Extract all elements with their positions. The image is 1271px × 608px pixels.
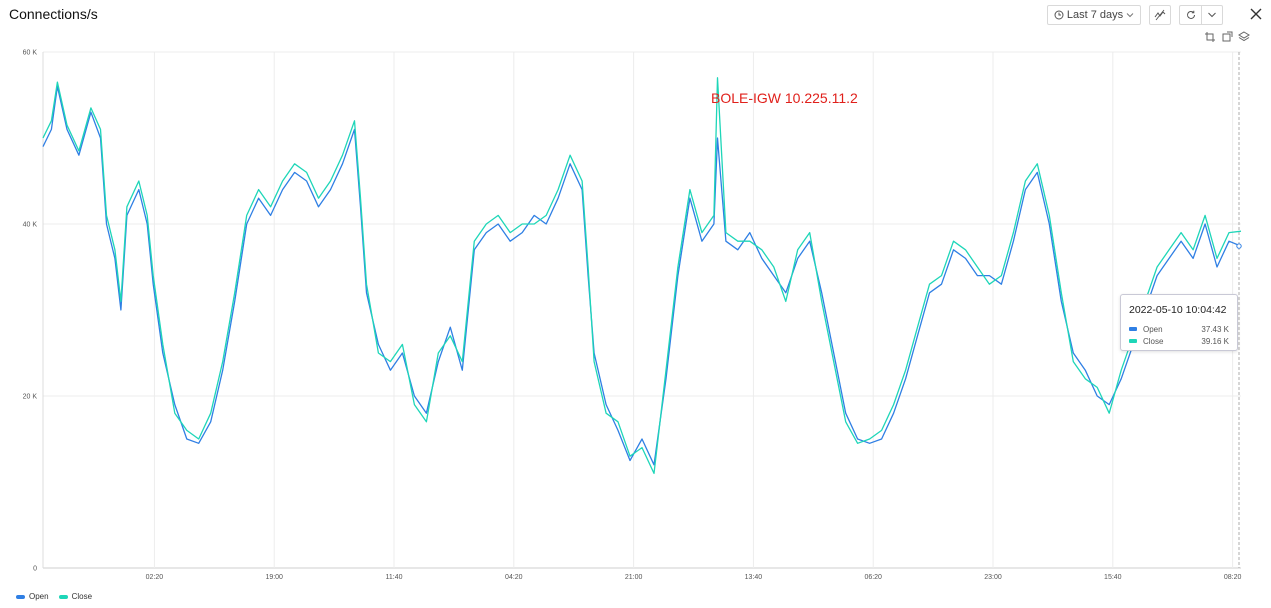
legend-label-open: Open <box>29 592 49 601</box>
panel-toolbar: Last 7 days <box>1047 5 1223 25</box>
x-tick-label: 11:40 <box>386 574 403 581</box>
x-tick-label: 02:20 <box>146 574 164 581</box>
legend-label-close: Close <box>71 592 93 601</box>
open-swatch <box>1129 327 1137 331</box>
chart-grid <box>42 51 1241 569</box>
layers-icon[interactable] <box>1238 31 1250 43</box>
y-tick-label: 0 <box>33 566 37 573</box>
chevron-down-icon <box>1126 13 1134 18</box>
time-range-label: Last 7 days <box>1066 9 1124 21</box>
chart-series <box>42 77 1242 475</box>
panel-title: Connections/s <box>9 6 98 22</box>
compare-button[interactable] <box>1149 5 1171 25</box>
close-swatch <box>1129 339 1137 343</box>
y-tick-label: 40 K <box>23 222 38 229</box>
refresh-button[interactable] <box>1179 5 1201 25</box>
chart-legend: Open Close <box>16 592 92 601</box>
x-tick-label: 19:00 <box>265 574 283 581</box>
tooltip-row-name: Open <box>1143 324 1163 334</box>
x-tick-label: 23:00 <box>984 574 1002 581</box>
close-icon[interactable] <box>1248 6 1264 22</box>
series-line-close <box>42 77 1242 475</box>
chevron-down-icon <box>1208 12 1216 18</box>
tooltip-row-open: Open 37.43 K <box>1129 323 1229 335</box>
chart-annotation: BOLE-IGW 10.225.11.2 <box>711 90 858 106</box>
chart-tools <box>1204 31 1250 43</box>
hover-point <box>1236 243 1242 249</box>
x-tick-label: 21:00 <box>625 574 643 581</box>
tooltip-row-name: Close <box>1143 336 1164 346</box>
x-tick-label: 13:40 <box>745 574 763 581</box>
legend-swatch-open <box>16 594 25 599</box>
chart-tooltip: 2022-05-10 10:04:42 Open 37.43 K Close 3… <box>1120 294 1238 351</box>
clock-icon <box>1054 10 1064 20</box>
tooltip-row-close: Close 39.16 K <box>1129 335 1229 347</box>
y-tick-label: 60 K <box>23 50 38 57</box>
x-tick-label: 15:40 <box>1104 574 1122 581</box>
series-line-open <box>42 85 1242 466</box>
legend-swatch-close <box>58 594 68 599</box>
tooltip-title: 2022-05-10 10:04:42 <box>1129 304 1227 316</box>
legend-item-open[interactable]: Open <box>16 592 49 601</box>
tooltip-row-value: 39.16 K <box>1201 336 1229 346</box>
x-tick-label: 06:20 <box>864 574 882 581</box>
y-tick-label: 20 K <box>23 394 38 401</box>
refresh-options-button[interactable] <box>1201 5 1223 25</box>
refresh-group <box>1179 5 1223 25</box>
crop-icon[interactable] <box>1204 31 1216 43</box>
legend-item-close[interactable]: Close <box>58 592 93 601</box>
refresh-icon <box>1186 10 1195 19</box>
x-tick-label: 04:20 <box>505 574 523 581</box>
tooltip-row-value: 37.43 K <box>1201 324 1229 334</box>
x-tick-label: 08:20 <box>1224 574 1242 581</box>
time-range-picker[interactable]: Last 7 days <box>1047 5 1141 25</box>
trend-compare-icon <box>1154 9 1166 21</box>
x-axis: 02:20 19:00 11:40 04:20 21:00 13:40 06:20 23:00… <box>146 574 1242 581</box>
zoom-reset-icon[interactable] <box>1221 31 1233 43</box>
y-axis: 0 20 K 40 K 60 K <box>23 50 38 573</box>
